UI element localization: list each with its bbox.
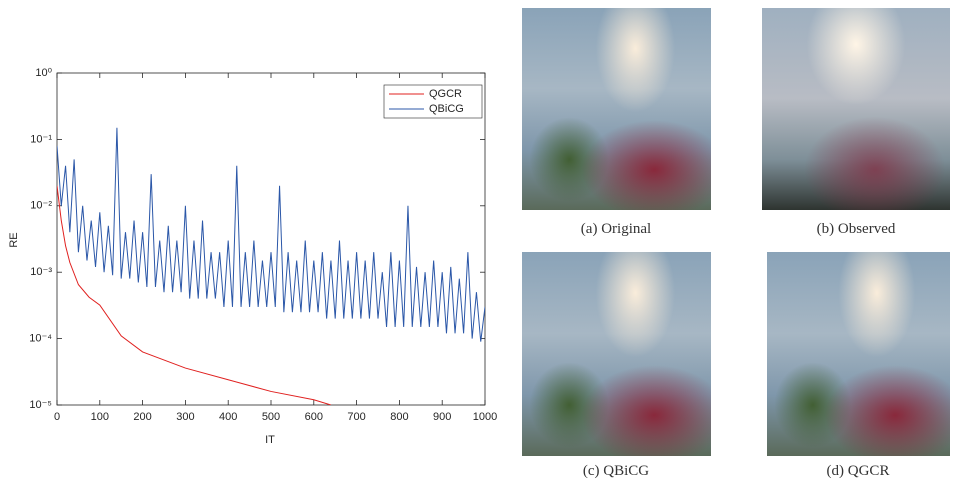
legend-label: QGCR	[429, 88, 462, 100]
plot-area	[57, 127, 485, 405]
x-tick-label: 700	[347, 411, 365, 423]
caption: (d) QGCR	[826, 463, 890, 479]
y-tick-label: 10⁻²	[30, 200, 52, 212]
y-tick-label: 10⁻⁴	[29, 333, 52, 345]
photo-qgcr	[767, 252, 950, 456]
series-line	[57, 185, 332, 405]
y-axis-label: RE	[8, 232, 20, 247]
x-tick-label: 400	[219, 411, 237, 423]
photo-qbicg	[522, 252, 711, 456]
photo-observed	[762, 8, 950, 210]
x-tick-label: 1000	[473, 411, 497, 423]
legend-label: QBiCG	[429, 103, 464, 115]
x-tick-label: 300	[176, 411, 194, 423]
legend-box	[383, 84, 483, 119]
y-tick-label: 10⁻⁵	[29, 399, 52, 411]
x-tick-label: 600	[305, 411, 323, 423]
series-line	[57, 127, 485, 342]
x-tick-label: 0	[54, 411, 60, 423]
chart: IT RE 10⁻⁵ 10⁻⁴ 10⁻³ 10⁻² 10⁻¹ 10⁰ 0 100 200 300 4…	[8, 67, 497, 446]
y-tick-label: 10⁻¹	[30, 133, 52, 145]
photo-original	[522, 8, 711, 210]
x-tick-label: 800	[390, 411, 408, 423]
x-tick-label: 100	[91, 411, 109, 423]
caption: (c) QBiCG	[582, 463, 650, 479]
caption: (a) Original	[580, 221, 652, 237]
x-tick-label: 500	[262, 411, 280, 423]
y-tick-label: 10⁰	[35, 67, 52, 79]
caption: (b) Observed	[816, 221, 896, 237]
x-tick-label: 200	[133, 411, 151, 423]
x-tick-label: 900	[433, 411, 451, 423]
plot-frame	[56, 72, 486, 406]
x-axis-label: IT	[265, 434, 275, 446]
y-tick-label: 10⁻³	[30, 266, 52, 278]
